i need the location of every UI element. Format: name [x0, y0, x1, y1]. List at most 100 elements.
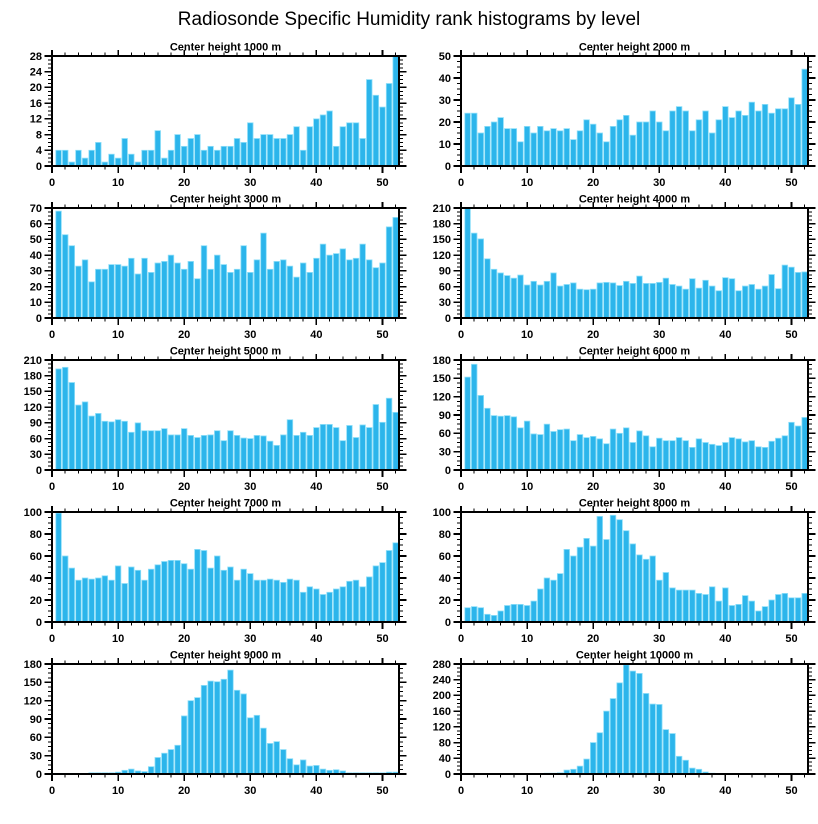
histogram-bar: [220, 264, 228, 319]
histogram-bar: [366, 427, 373, 471]
histogram-bar: [333, 145, 340, 167]
y-tick-label: 0: [445, 769, 451, 781]
histogram-bar: [755, 446, 762, 471]
histogram-bar: [675, 437, 683, 471]
histogram-bar: [81, 577, 89, 623]
histogram-panel-8000m: 0 10 20 30 40 50 0 20 40 60 80 100 Center height 800…: [433, 498, 816, 645]
histogram-bar: [293, 126, 300, 167]
y-tick-label: 28: [30, 51, 42, 63]
histogram-bar: [319, 594, 327, 623]
x-tick-label: 30: [653, 481, 665, 493]
y-tick-label: 60: [30, 732, 42, 744]
histogram-bar: [253, 435, 261, 471]
x-tick-label: 30: [244, 177, 256, 189]
histogram-bar: [616, 432, 623, 471]
histogram-bar: [609, 282, 617, 319]
x-tick-label: 30: [653, 177, 665, 189]
x-tick-label: 30: [244, 633, 256, 645]
y-tick-label: 60: [439, 551, 451, 563]
histogram-bar: [200, 245, 208, 319]
y-tick-label: 80: [439, 737, 451, 749]
histogram-bar: [174, 434, 181, 471]
histogram-bar: [490, 121, 498, 167]
histogram-bar: [372, 267, 380, 319]
histogram-bar: [247, 122, 254, 167]
histogram-bar: [227, 145, 234, 167]
histogram-bar: [656, 704, 663, 775]
x-tick-label: 0: [49, 177, 55, 189]
histogram-bar: [781, 108, 789, 167]
histogram-bar: [233, 435, 241, 471]
histogram-bar: [695, 119, 703, 167]
histogram-bar: [233, 268, 241, 319]
histogram-bar: [603, 710, 610, 775]
y-tick-label: 90: [439, 410, 451, 422]
histogram-bar: [735, 290, 742, 319]
histogram-bar: [563, 549, 570, 623]
histogram-bar: [662, 130, 670, 167]
histogram-bar: [695, 287, 703, 319]
histogram-bar: [517, 274, 524, 319]
histogram-bar: [194, 134, 201, 167]
histogram-bar: [590, 742, 597, 775]
x-tick-label: 10: [521, 481, 533, 493]
histogram-bar: [517, 141, 524, 167]
histogram-bar: [346, 259, 353, 319]
histogram-bars: [55, 512, 399, 623]
y-tick-label: 60: [30, 433, 42, 445]
histogram-bar: [722, 442, 729, 471]
y-tick-label: 240: [433, 675, 451, 687]
histogram-bar: [81, 157, 89, 167]
y-tick-label: 80: [30, 529, 42, 541]
histogram-bar: [596, 282, 603, 319]
histogram-bar: [141, 257, 148, 319]
histogram-bar: [742, 595, 749, 623]
histogram-bar: [385, 550, 393, 623]
panel-title: Center height 3000 m: [170, 194, 281, 206]
histogram-bar: [286, 419, 294, 471]
y-tick-label: 60: [30, 551, 42, 563]
y-tick-label: 60: [439, 428, 451, 440]
histogram-bar: [550, 579, 557, 623]
y-tick-label: 20: [30, 82, 42, 94]
histogram-bar: [187, 568, 194, 623]
histogram-bar: [629, 283, 637, 319]
histogram-bar: [510, 277, 518, 319]
histogram-bar: [260, 435, 267, 471]
histogram-bar: [240, 245, 247, 319]
x-tick-label: 50: [376, 785, 388, 797]
panel-title: Center height 7000 m: [170, 498, 281, 510]
histogram-panel-9000m: 0 10 20 30 40 50 0 30 60 90 120 150 180 Center height…: [24, 650, 407, 797]
x-tick-label: 10: [112, 785, 124, 797]
histogram-bar: [748, 101, 755, 167]
panel-title: Center height 9000 m: [170, 650, 281, 662]
histogram-bar: [108, 421, 115, 471]
histogram-bar: [781, 264, 789, 319]
histogram-bar: [656, 121, 663, 167]
y-tick-label: 180: [433, 219, 451, 231]
histogram-bar: [689, 589, 696, 623]
histogram-bar: [788, 97, 795, 167]
histogram-bar: [629, 670, 637, 775]
histogram-bar: [636, 554, 643, 623]
histogram-bar: [227, 669, 234, 775]
histogram-bar: [728, 117, 736, 167]
y-tick-label: 120: [433, 391, 451, 403]
histogram-bar: [366, 259, 373, 319]
histogram-bar: [722, 277, 729, 319]
histogram-bar: [214, 430, 221, 471]
histogram-bar: [794, 272, 802, 319]
x-tick-label: 10: [521, 785, 533, 797]
histogram-bar: [128, 257, 135, 319]
histogram-bar: [510, 416, 518, 471]
histogram-bar: [504, 605, 511, 623]
histogram-bar: [504, 128, 511, 167]
histogram-panel-6000m: 0 10 20 30 40 50 0 30 60 90 120 150 180 Center height…: [433, 346, 816, 493]
x-tick-label: 50: [785, 481, 797, 493]
histogram-bar: [649, 446, 656, 471]
y-tick-label: 4: [36, 145, 43, 157]
histogram-bar: [556, 130, 564, 167]
histogram-bar: [299, 759, 307, 775]
y-tick-label: 0: [36, 465, 42, 477]
histogram-bar: [682, 440, 689, 471]
